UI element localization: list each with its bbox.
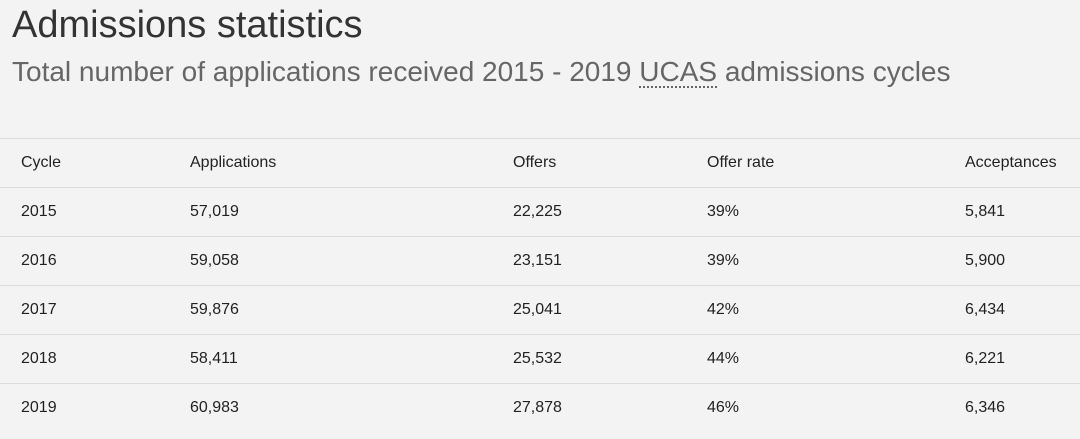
cell-offer-rate: 42%	[707, 285, 965, 335]
cell-offer-rate: 44%	[707, 334, 965, 384]
cell-offers: 23,151	[513, 236, 707, 286]
cell-applications: 57,019	[190, 187, 513, 237]
column-header-offers: Offers	[513, 138, 707, 188]
admissions-statistics-table: Cycle Applications Offers Offer rate Acc…	[0, 138, 1080, 432]
column-header-acceptances: Acceptances	[965, 138, 1080, 188]
subtitle-text-end: admissions cycles	[717, 56, 951, 87]
cell-acceptances: 5,900	[965, 236, 1080, 286]
page-subtitle: Total number of applications received 20…	[12, 52, 950, 92]
cell-offer-rate: 39%	[707, 187, 965, 237]
cell-offers: 25,532	[513, 334, 707, 384]
table-row: 2018 58,411 25,532 44% 6,221	[0, 334, 1080, 384]
column-header-applications: Applications	[190, 138, 513, 188]
subtitle-text-start: Total number of applications received 20…	[12, 56, 640, 87]
table-row: 2015 57,019 22,225 39% 5,841	[0, 187, 1080, 237]
column-header-offer-rate: Offer rate	[707, 138, 965, 188]
column-header-cycle: Cycle	[0, 138, 190, 188]
cell-offer-rate: 39%	[707, 236, 965, 286]
cell-applications: 59,876	[190, 285, 513, 335]
table-row: 2016 59,058 23,151 39% 5,900	[0, 236, 1080, 286]
cell-applications: 58,411	[190, 334, 513, 384]
table-row: 2017 59,876 25,041 42% 6,434	[0, 285, 1080, 335]
cell-acceptances: 5,841	[965, 187, 1080, 237]
cell-cycle: 2016	[0, 236, 190, 286]
table-header-row: Cycle Applications Offers Offer rate Acc…	[0, 138, 1080, 188]
table-row: 2019 60,983 27,878 46% 6,346	[0, 383, 1080, 432]
page-title: Admissions statistics	[12, 4, 363, 46]
cell-offers: 25,041	[513, 285, 707, 335]
cell-offers: 22,225	[513, 187, 707, 237]
cell-acceptances: 6,434	[965, 285, 1080, 335]
ucas-abbreviation[interactable]: UCAS	[639, 56, 718, 88]
cell-offers: 27,878	[513, 383, 707, 432]
cell-acceptances: 6,221	[965, 334, 1080, 384]
cell-acceptances: 6,346	[965, 383, 1080, 432]
cell-cycle: 2018	[0, 334, 190, 384]
cell-cycle: 2015	[0, 187, 190, 237]
cell-applications: 60,983	[190, 383, 513, 432]
cell-cycle: 2019	[0, 383, 190, 432]
cell-offer-rate: 46%	[707, 383, 965, 432]
cell-applications: 59,058	[190, 236, 513, 286]
cell-cycle: 2017	[0, 285, 190, 335]
